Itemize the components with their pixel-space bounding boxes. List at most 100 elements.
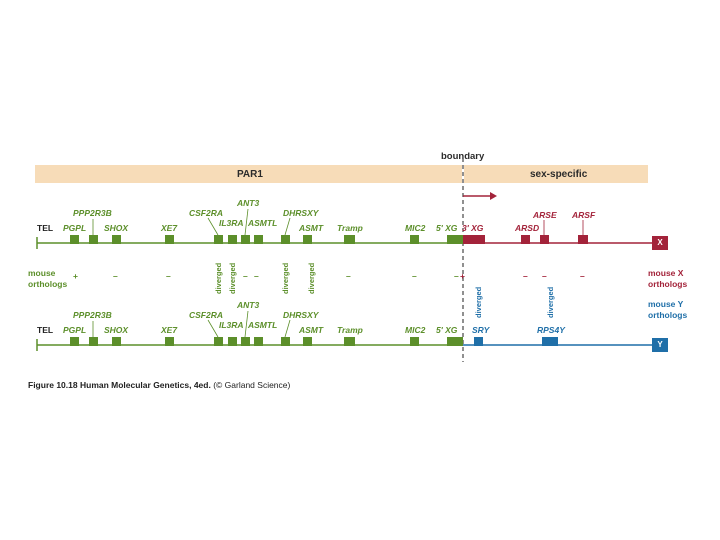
x-label-arse: ARSE bbox=[533, 210, 557, 220]
y-label-pgpl: PGPL bbox=[63, 325, 87, 335]
x-label-ant3: ANT3 bbox=[237, 198, 260, 208]
x-gene-dhrsxy bbox=[281, 235, 290, 244]
ortholog-sym-arsf: – bbox=[580, 271, 585, 281]
y-gene-csf2ra bbox=[214, 337, 223, 346]
x-label-mic2: MIC2 bbox=[405, 223, 426, 233]
x-gene-3xg bbox=[463, 235, 485, 244]
y-gene-rps4y bbox=[542, 337, 558, 346]
diverged-asmt: diverged bbox=[307, 262, 316, 294]
par1-band bbox=[35, 165, 462, 183]
x-label-il3ra: IL3RA bbox=[219, 218, 244, 228]
y-chromosome-box: Y bbox=[652, 338, 668, 352]
x-label-arsd: ARSD bbox=[515, 223, 540, 233]
mouse-x-orthologs-line2: orthologs bbox=[648, 279, 688, 289]
y-tel-label: TEL bbox=[37, 325, 54, 335]
y-gene-tramp bbox=[344, 337, 355, 346]
x-label-dhrsxy: DHRSXY bbox=[283, 208, 319, 218]
x-gene-arse bbox=[540, 235, 549, 244]
ortholog-sym-arsd: – bbox=[523, 271, 528, 281]
x-tel-label: TEL bbox=[37, 223, 54, 233]
x-label-asmt: ASMT bbox=[299, 223, 324, 233]
y-label-il3ra: IL3RA bbox=[219, 320, 244, 330]
y-gene-5xg bbox=[447, 337, 463, 346]
ortholog-sym-xe7: – bbox=[166, 271, 171, 281]
y-gene-il3ra bbox=[228, 337, 237, 346]
boundary-label: boundary bbox=[441, 151, 485, 162]
x-gene-5xg bbox=[447, 235, 463, 244]
x-gene-arsf bbox=[578, 235, 588, 244]
ortholog-sym-ant3: – bbox=[243, 271, 248, 281]
y-label-xe7: XE7 bbox=[161, 325, 178, 335]
mouse-y-orthologs-line2: orthologs bbox=[648, 310, 688, 320]
ortholog-sym-mic2: – bbox=[412, 271, 417, 281]
x-chromosome-box: X bbox=[652, 236, 668, 250]
x-gene-ant3 bbox=[241, 235, 250, 244]
mouse-orthologs-line2: orthologs bbox=[28, 279, 68, 289]
ortholog-sym-pgpl: + bbox=[73, 271, 78, 281]
ortholog-sym-tramp: – bbox=[346, 271, 351, 281]
x-gene-tramp bbox=[344, 235, 355, 244]
mouse-y-orthologs-line1: mouse Y bbox=[648, 299, 684, 309]
x-label-pgpl: PGPL bbox=[63, 223, 87, 233]
x-label-shox: SHOX bbox=[104, 223, 129, 233]
x-gene-csf2ra bbox=[214, 235, 223, 244]
x-gene-il3ra bbox=[228, 235, 237, 244]
x-label-ppp2r3b: PPP2R3B bbox=[73, 208, 112, 218]
x-gene-arsd bbox=[521, 235, 530, 244]
x-gene-asmt bbox=[303, 235, 312, 244]
x-label-5xg: 5' XG bbox=[436, 223, 458, 233]
x-gene-mic2 bbox=[410, 235, 419, 244]
y-leader-csf2ra bbox=[207, 319, 219, 338]
y-gene-dhrsxy bbox=[281, 337, 290, 346]
figure-caption: Figure 10.18 Human Molecular Genetics, 4… bbox=[28, 381, 290, 390]
y-label-mic2: MIC2 bbox=[405, 325, 426, 335]
y-gene-shox bbox=[112, 337, 121, 346]
x-label-asmtl: ASMTL bbox=[248, 218, 278, 228]
mouse-x-orthologs-line1: mouse X bbox=[648, 268, 684, 278]
y-label-5xg: 5' XG bbox=[436, 325, 458, 335]
x-label-arsf: ARSF bbox=[572, 210, 596, 220]
diverged-il3ra: diverged bbox=[228, 262, 237, 294]
ortholog-sym-arse: – bbox=[542, 271, 547, 281]
x-label-tramp: Tramp bbox=[337, 223, 363, 233]
diverged-sry: diverged bbox=[474, 286, 483, 318]
x-gene-asmtl bbox=[254, 235, 263, 244]
x-label-xe7: XE7 bbox=[161, 223, 178, 233]
mouse-orthologs-line1: mouse bbox=[28, 268, 56, 278]
x-gene-ppp2r3b bbox=[89, 235, 98, 244]
diverged-csf2ra: diverged bbox=[214, 262, 223, 294]
y-gene-asmtl bbox=[254, 337, 263, 346]
y-label-asmt: ASMT bbox=[299, 325, 324, 335]
x-leader-ant3 bbox=[244, 208, 249, 236]
y-label-ant3: ANT3 bbox=[237, 300, 260, 310]
y-label-sry: SRY bbox=[472, 325, 490, 335]
y-gene-mic2 bbox=[410, 337, 419, 346]
ortholog-sym-5xg: – bbox=[454, 271, 459, 281]
caption-figure-number: Figure 10.18 bbox=[28, 380, 78, 390]
y-gene-sry bbox=[474, 337, 483, 346]
x-leader-dhrsxy bbox=[284, 217, 291, 236]
y-label-asmtl: ASMTL bbox=[248, 320, 278, 330]
caption-book-title: Human Molecular Genetics, 4ed. bbox=[79, 380, 211, 390]
y-gene-ppp2r3b bbox=[89, 337, 98, 346]
diverged-dhrsxy: diverged bbox=[281, 262, 290, 294]
y-leader-ant3 bbox=[244, 310, 249, 338]
y-leader-dhrsxy bbox=[284, 319, 291, 338]
x-label-3xg: 3' XG bbox=[462, 223, 484, 233]
y-gene-pgpl bbox=[70, 337, 79, 346]
diverged-rps4y: diverged bbox=[546, 286, 555, 318]
y-label-csf2ra: CSF2RA bbox=[189, 310, 224, 320]
ortholog-sym-shox: – bbox=[113, 271, 118, 281]
ortholog-sym-3xg: + bbox=[460, 271, 465, 281]
x-leader-csf2ra bbox=[207, 217, 219, 236]
y-label-tramp: Tramp bbox=[337, 325, 363, 335]
boundary-arrow-head bbox=[490, 192, 497, 200]
caption-credit: (© Garland Science) bbox=[213, 380, 291, 390]
y-label-shox: SHOX bbox=[104, 325, 129, 335]
y-label-dhrsxy: DHRSXY bbox=[283, 310, 319, 320]
y-gene-xe7 bbox=[165, 337, 174, 346]
y-gene-ant3 bbox=[241, 337, 250, 346]
x-gene-xe7 bbox=[165, 235, 174, 244]
y-label-ppp2r3b: PPP2R3B bbox=[73, 310, 112, 320]
